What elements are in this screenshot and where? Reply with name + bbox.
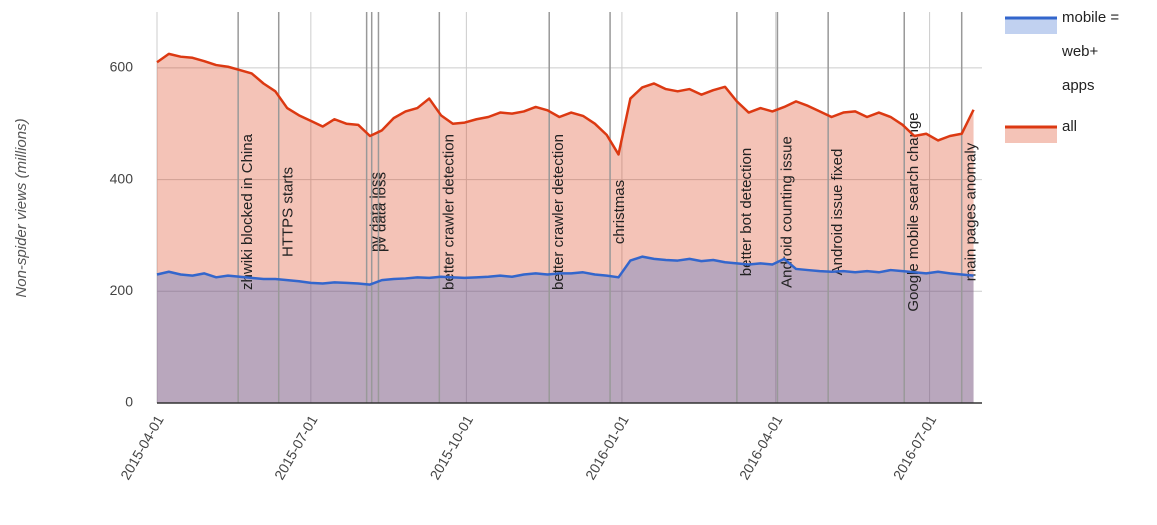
annotation-label: better crawler detection [550,134,567,290]
x-tick-label: 2016-07-01 [890,412,940,482]
annotation-label: Google mobile search change [905,112,922,311]
area [157,256,974,403]
x-tick-label: 2016-04-01 [736,412,786,482]
legend-swatch [1005,127,1057,143]
line [156,52,975,156]
annotation-label: HTTPS starts [280,167,297,257]
annotation-label: main pages anomaly [963,142,980,281]
annotation-label: pv data loss [373,172,390,252]
area [157,53,974,404]
annotation-label: Android counting issue [778,136,795,288]
y-tick-label: 400 [110,170,134,186]
x-tick-label: 2016-01-01 [582,412,632,482]
y-tick-label: 0 [125,394,133,410]
x-tick-label: 2015-10-01 [427,412,477,482]
legend-label: mobile = web+ apps [1062,9,1120,94]
legend-swatch [1005,18,1057,34]
y-tick-label: 200 [110,282,134,298]
annotation-label: better bot detection [738,148,755,276]
x-tick-label: 2015-07-01 [271,412,321,482]
annotation-label: zhwiki blocked in China [239,133,256,290]
y-tick-label: 600 [110,59,134,75]
line [156,255,974,286]
annotation-label: Android issue fixed [829,149,846,276]
annotation-label: better crawler detection [440,134,457,290]
annotation-label: christmas [611,180,628,244]
x-tick-label: 2015-04-01 [117,412,167,482]
legend-label: all [1062,118,1078,135]
y-axis-label: Non-spider views (millions) [13,118,30,297]
